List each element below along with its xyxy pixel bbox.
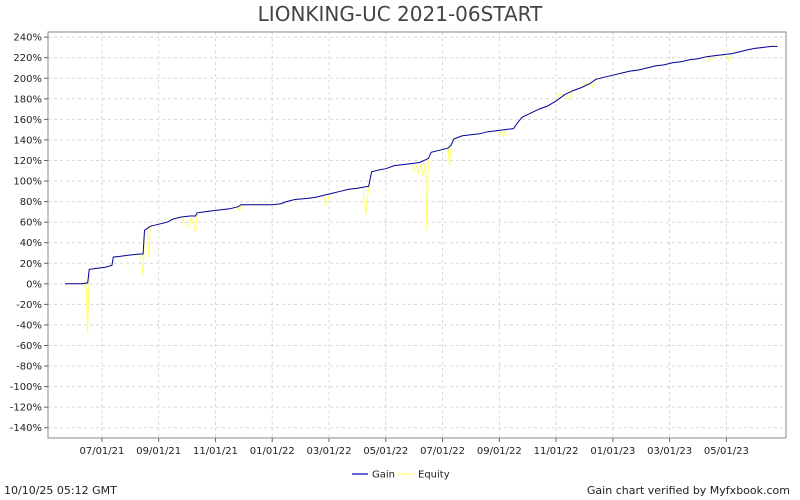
plot-area: [47, 31, 787, 439]
y-tick-label: 20%: [20, 259, 42, 270]
x-tick-label: 01/01/22: [250, 446, 295, 457]
y-tick-label: 140%: [13, 135, 42, 146]
chart-grid: [48, 32, 786, 438]
timestamp-label: 10/10/25 05:12 GMT: [4, 484, 117, 497]
y-tick-label: -20%: [16, 300, 42, 311]
y-tick-label: 80%: [20, 197, 42, 208]
y-tick-label: 160%: [13, 115, 42, 126]
x-tick-label: 07/01/21: [79, 446, 124, 457]
x-tick-label: 09/01/21: [136, 446, 181, 457]
legend-label-equity: Equity: [418, 470, 450, 481]
x-tick-label: 05/01/23: [704, 446, 749, 457]
x-tick-label: 03/01/23: [647, 446, 692, 457]
chart-title: LIONKING-UC 2021-06START: [258, 2, 543, 26]
y-tick-label: 200%: [13, 74, 42, 85]
x-tick-label: 05/01/22: [363, 446, 408, 457]
y-tick-label: -120%: [10, 403, 42, 414]
y-tick-label: 0%: [26, 279, 42, 290]
y-tick-label: 60%: [20, 218, 42, 229]
x-tick-label: 07/01/22: [420, 446, 465, 457]
x-tick-label: 09/01/22: [477, 446, 522, 457]
y-tick-label: 240%: [13, 33, 42, 44]
y-tick-label: -40%: [16, 320, 42, 331]
x-tick-label: 11/01/21: [193, 446, 238, 457]
y-tick-label: 40%: [20, 238, 42, 249]
x-tick-label: 03/01/22: [307, 446, 352, 457]
verification-label: Gain chart verified by Myfxbook.com: [586, 484, 790, 497]
y-tick-label: -140%: [10, 423, 42, 434]
series-gain-line: [65, 45, 778, 285]
chart-series: [65, 45, 778, 334]
y-tick-label: 120%: [13, 156, 42, 167]
series-equity-line: [65, 45, 778, 334]
y-axis: 240% 220% 200% 180% 160% 140% 120% 100% 80% 60% 40…: [10, 33, 48, 434]
y-tick-label: -100%: [10, 382, 42, 393]
x-tick-label: 11/01/22: [534, 446, 579, 457]
x-axis: 07/01/21 09/01/21 11/01/21 01/01/22 03/01/22…: [79, 438, 749, 457]
x-tick-label: 01/01/23: [590, 446, 635, 457]
y-tick-label: 100%: [13, 177, 42, 188]
chart-legend: Gain Equity: [352, 470, 450, 481]
y-tick-label: -80%: [16, 362, 42, 373]
y-tick-label: -60%: [16, 341, 42, 352]
y-tick-label: 180%: [13, 94, 42, 105]
y-tick-label: 220%: [13, 53, 42, 64]
legend-label-gain: Gain: [372, 470, 395, 481]
